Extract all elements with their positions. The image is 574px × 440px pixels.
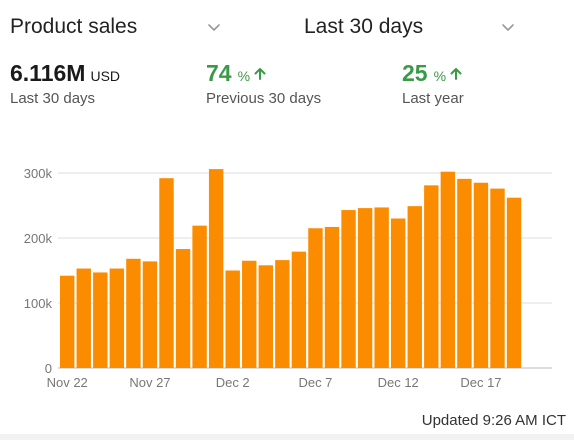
kpi-previous-unit: % [237, 68, 251, 84]
bar [109, 268, 125, 368]
kpi-total-unit: USD [90, 68, 121, 84]
y-tick-label: 0 [45, 361, 52, 376]
y-tick-label: 300k [24, 166, 53, 181]
x-tick-label: Dec 2 [216, 375, 250, 390]
x-tick-label: Dec 7 [298, 375, 332, 390]
bar [159, 178, 174, 368]
bar [126, 258, 141, 368]
bar [308, 228, 323, 368]
metric-dropdown-label: Product sales [10, 15, 138, 38]
kpi-year-label: Last year [402, 90, 464, 107]
date-range-dropdown-label: Last 30 days [304, 15, 424, 38]
kpi-total-label: Last 30 days [10, 90, 96, 107]
sales-bar-chart: 0 100k 200k 300k Nov 22 Nov 27 Dec 2 Dec 7 Dec 1… [24, 166, 552, 390]
x-tick-label: Nov 27 [129, 375, 170, 390]
kpi-year-value: 25 [402, 60, 428, 86]
bottom-divider [0, 434, 574, 440]
bar [60, 275, 75, 368]
bar [208, 169, 224, 368]
bar [275, 260, 290, 368]
bar [192, 225, 207, 368]
updated-timestamp: Updated 9:26 AM ICT [421, 412, 566, 429]
bar [391, 218, 406, 368]
y-tick-label: 200k [24, 231, 53, 246]
metric-dropdown[interactable]: Product sales [10, 12, 230, 42]
bar [142, 261, 158, 368]
chevron-down-icon [208, 24, 220, 31]
bar [291, 251, 307, 368]
bar [473, 182, 489, 368]
bar [76, 268, 91, 368]
kpi-total-value: 6.116M [10, 60, 86, 86]
bar [258, 265, 273, 368]
kpi-previous-value: 74 [206, 60, 232, 86]
date-range-dropdown[interactable]: Last 30 days [304, 12, 524, 42]
bar [407, 206, 422, 368]
chevron-down-icon [502, 24, 514, 31]
bar [490, 188, 505, 368]
kpi-previous-period: 74 % Previous 30 days [206, 60, 321, 107]
kpi-previous-label: Previous 30 days [206, 90, 322, 107]
bar [357, 208, 373, 368]
kpi-total-sales: 6.116M USD Last 30 days [10, 60, 120, 107]
bar [506, 197, 522, 368]
kpi-year-unit: % [433, 68, 447, 84]
bar [242, 260, 257, 368]
bar [225, 270, 240, 368]
bar [324, 226, 340, 368]
bar [440, 171, 456, 368]
x-tick-label: Dec 17 [460, 375, 501, 390]
bar [93, 272, 108, 368]
x-tick-label: Dec 12 [378, 375, 419, 390]
y-tick-label: 100k [24, 296, 53, 311]
bar [341, 210, 356, 368]
bar [374, 207, 389, 368]
bar [175, 249, 191, 368]
bar [457, 178, 472, 368]
header-selectors: Product sales Last 30 days [0, 0, 574, 52]
arrow-up-icon [450, 68, 462, 80]
kpi-last-year: 25 % Last year [402, 60, 464, 107]
arrow-up-icon [254, 68, 266, 80]
x-tick-label: Nov 22 [47, 375, 88, 390]
bar [424, 185, 439, 368]
